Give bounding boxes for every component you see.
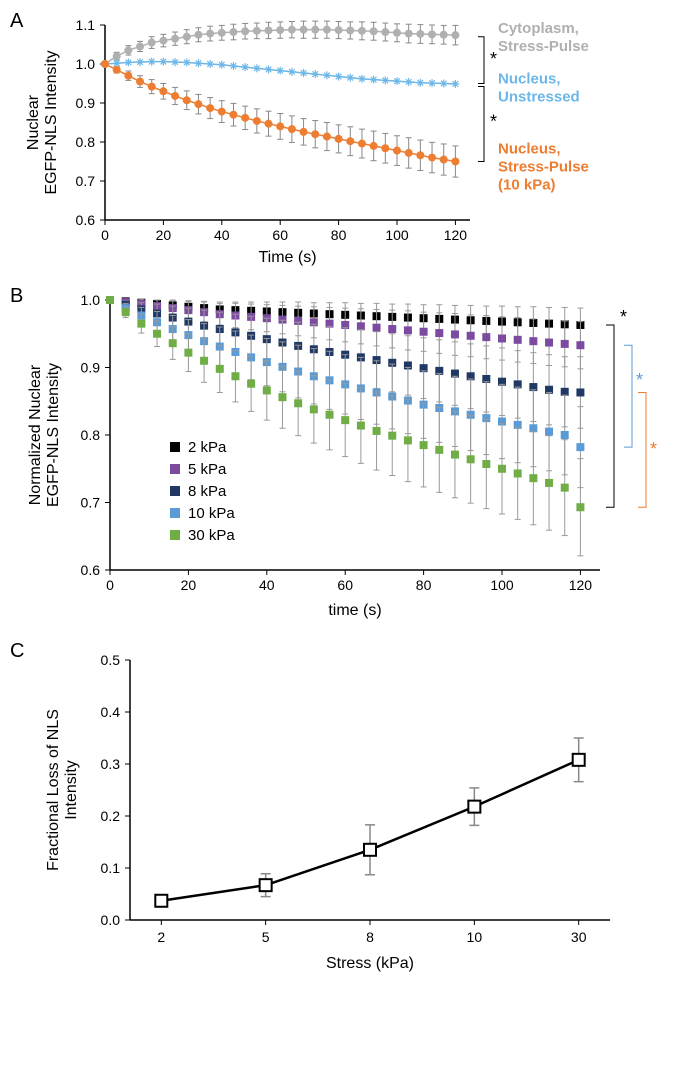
svg-text:8: 8	[366, 929, 374, 945]
panel-c-label: C	[10, 640, 24, 663]
svg-text:40: 40	[214, 227, 230, 243]
svg-text:time (s): time (s)	[328, 602, 381, 619]
svg-text:20: 20	[181, 577, 197, 593]
svg-text:120: 120	[569, 577, 593, 593]
svg-text:Stress (kPa): Stress (kPa)	[326, 955, 414, 972]
chart-c-svg: 2 5 8 10 30 0.0 0.1 0.2 0.3 0.4 0.5 Stress (kPa) Fra…	[10, 640, 670, 980]
svg-text:Intensity: Intensity	[63, 760, 80, 820]
svg-text:*: *	[636, 370, 643, 390]
svg-text:0: 0	[101, 227, 109, 243]
svg-text:80: 80	[416, 577, 432, 593]
svg-text:0.9: 0.9	[76, 95, 96, 111]
svg-text:Nucleus,: Nucleus,	[498, 71, 561, 88]
svg-text:Time (s): Time (s)	[258, 249, 316, 266]
svg-text:0.8: 0.8	[76, 134, 96, 150]
svg-text:120: 120	[444, 227, 468, 243]
svg-text:*: *	[490, 112, 497, 132]
svg-text:0.2: 0.2	[101, 808, 121, 824]
panel-a-label: A	[10, 10, 23, 33]
svg-text:2 kPa: 2 kPa	[188, 439, 227, 456]
svg-text:100: 100	[385, 227, 409, 243]
panel-a: A 0 20 40 60 80 100 120 0.6 0.7 0.8 0.9 1.0 1.1 Time …	[10, 10, 683, 270]
svg-text:*: *	[620, 307, 627, 327]
svg-text:Unstressed: Unstressed	[498, 89, 580, 106]
svg-text:(10 kPa): (10 kPa)	[498, 177, 556, 194]
svg-text:0.5: 0.5	[101, 652, 121, 668]
svg-text:EGFP-NLS Intensity: EGFP-NLS Intensity	[43, 50, 60, 194]
svg-text:5 kPa: 5 kPa	[188, 461, 227, 478]
svg-text:*: *	[490, 49, 497, 69]
svg-text:Stress-Pulse: Stress-Pulse	[498, 38, 589, 55]
svg-text:60: 60	[337, 577, 353, 593]
svg-text:5: 5	[262, 929, 270, 945]
chart-a-svg: 0 20 40 60 80 100 120 0.6 0.7 0.8 0.9 1.0 1.1 Time (s…	[10, 10, 670, 270]
svg-text:100: 100	[490, 577, 514, 593]
svg-text:0.1: 0.1	[101, 860, 121, 876]
panel-b-label: B	[10, 285, 23, 308]
svg-text:80: 80	[331, 227, 347, 243]
svg-text:Fractional Loss of NLS: Fractional Loss of NLS	[45, 709, 62, 871]
svg-text:Stress-Pulse: Stress-Pulse	[498, 159, 589, 176]
panel-c: C 2 5 8 10 30 0.0 0.1 0.2 0.3 0.4 0.5 Stress (kPa) F…	[10, 640, 683, 980]
svg-text:30: 30	[571, 929, 587, 945]
svg-text:0.7: 0.7	[76, 173, 96, 189]
svg-text:2: 2	[157, 929, 165, 945]
svg-text:Nucleus,: Nucleus,	[498, 141, 561, 158]
svg-text:40: 40	[259, 577, 275, 593]
svg-text:30 kPa: 30 kPa	[188, 527, 235, 544]
svg-text:*: *	[650, 439, 657, 459]
svg-text:0: 0	[106, 577, 114, 593]
svg-text:1.1: 1.1	[76, 17, 96, 33]
svg-text:0.0: 0.0	[101, 912, 121, 928]
svg-text:Cytoplasm,: Cytoplasm,	[498, 20, 579, 37]
svg-text:0.9: 0.9	[81, 360, 101, 376]
svg-text:10 kPa: 10 kPa	[188, 505, 235, 522]
chart-b-svg: 0 20 40 60 80 100 120 0.6 0.7 0.8 0.9 1.0 time (s) No…	[10, 285, 670, 625]
svg-text:EGFP-NLS Intensity: EGFP-NLS Intensity	[45, 363, 62, 507]
svg-text:0.8: 0.8	[81, 427, 101, 443]
svg-text:Normalized Nuclear: Normalized Nuclear	[27, 364, 44, 505]
svg-text:0.6: 0.6	[81, 562, 101, 578]
svg-text:Nuclear: Nuclear	[25, 94, 42, 150]
svg-text:0.3: 0.3	[101, 756, 121, 772]
svg-text:0.4: 0.4	[101, 704, 121, 720]
svg-text:0.7: 0.7	[81, 495, 101, 511]
svg-text:20: 20	[156, 227, 172, 243]
svg-text:8 kPa: 8 kPa	[188, 483, 227, 500]
svg-text:1.0: 1.0	[76, 56, 96, 72]
svg-text:60: 60	[272, 227, 288, 243]
svg-text:0.6: 0.6	[76, 212, 96, 228]
panel-b: B 0 20 40 60 80 100 120 0.6 0.7 0.8 0.9 1.0 time (s)…	[10, 285, 683, 625]
svg-text:10: 10	[467, 929, 483, 945]
svg-text:1.0: 1.0	[81, 292, 101, 308]
